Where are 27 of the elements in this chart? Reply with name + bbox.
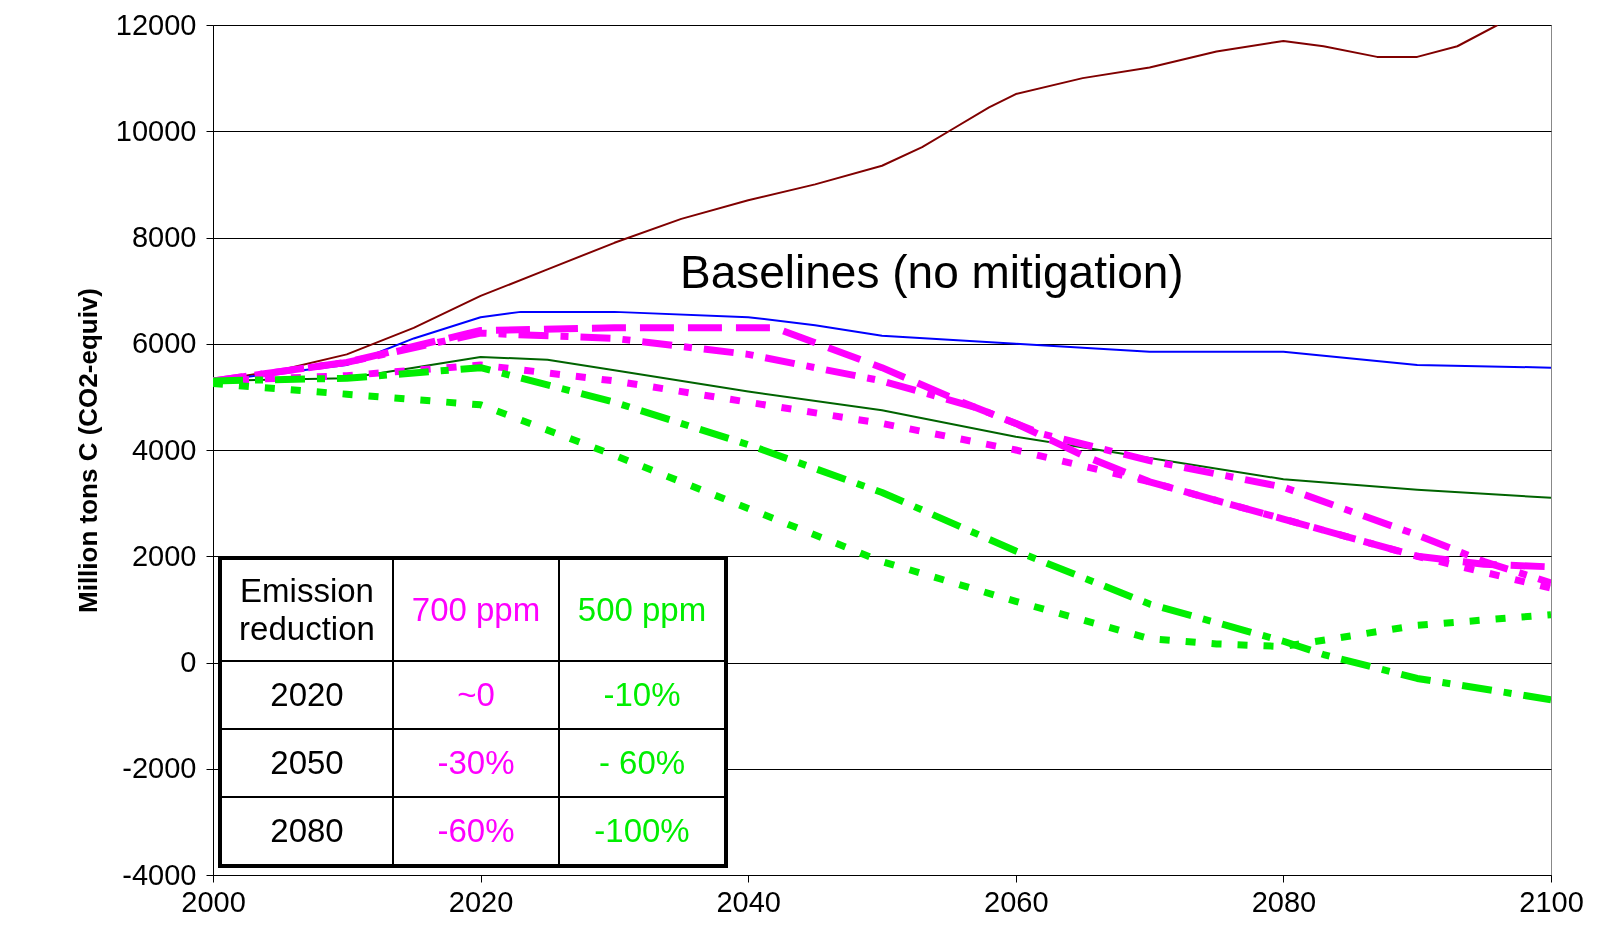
annotation: -10% xyxy=(559,661,726,729)
annotation: 2050 xyxy=(220,729,393,797)
annotation: 2020 xyxy=(220,661,393,729)
y-tick-label: 4000 xyxy=(131,433,197,466)
annotation: ~0 xyxy=(393,661,559,729)
annotation: 500 ppm xyxy=(559,558,726,661)
y-tick-label: 10000 xyxy=(115,114,197,147)
y-tick-label: 0 xyxy=(180,646,197,678)
x-tick-label: 2060 xyxy=(984,885,1049,918)
x-tick-label: 2040 xyxy=(716,885,781,918)
x-tick-label: 2080 xyxy=(1251,885,1317,918)
y-axis-title: Million tons C (CO2-equiv) xyxy=(72,288,103,613)
annotation: Baselines (no mitigation) xyxy=(680,245,1184,299)
annotation: - 60% xyxy=(559,729,726,797)
y-tick-label: 2000 xyxy=(131,539,197,572)
y-tick-label: -2000 xyxy=(122,752,197,785)
annotation: 2080 xyxy=(220,797,393,866)
annotation: -100% xyxy=(559,797,726,866)
x-tick-label: 2020 xyxy=(448,885,514,918)
x-tick-label: 2100 xyxy=(1519,885,1584,918)
annotation: -30% xyxy=(393,729,559,797)
annotation: -60% xyxy=(393,797,559,866)
y-tick-label: 12000 xyxy=(115,8,197,41)
annotation: Emission reduction xyxy=(220,558,393,661)
y-tick-label: 8000 xyxy=(131,221,197,253)
annotation: 700 ppm xyxy=(393,558,559,661)
y-tick-label: 6000 xyxy=(131,327,197,360)
